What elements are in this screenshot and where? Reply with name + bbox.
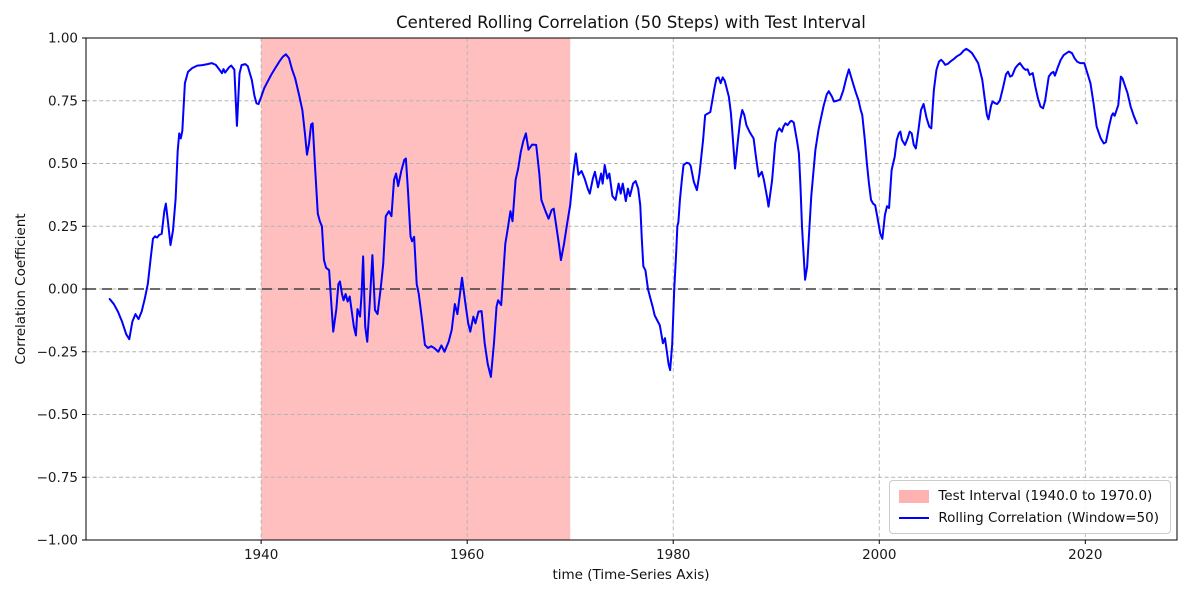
y-tick-label: 0.75 — [48, 93, 78, 109]
x-axis-label: time (Time-Series Axis) — [552, 567, 710, 583]
y-tick-label: 1.00 — [48, 31, 78, 47]
legend: Test Interval (1940.0 to 1970.0) Rolling… — [889, 480, 1171, 534]
legend-item-test-interval: Test Interval (1940.0 to 1970.0) — [899, 488, 1159, 504]
legend-item-rolling-correlation: Rolling Correlation (Window=50) — [899, 510, 1159, 526]
x-tick-label: 1960 — [450, 547, 484, 563]
legend-label-rolling-correlation: Rolling Correlation (Window=50) — [938, 510, 1159, 526]
x-tick-label: 1980 — [656, 547, 690, 563]
x-tick-label: 1940 — [244, 547, 278, 563]
test-interval-swatch — [899, 489, 930, 503]
x-tick-label: 2000 — [862, 547, 896, 563]
y-tick-label: 0.00 — [48, 282, 78, 298]
y-tick-label: 0.50 — [48, 156, 78, 172]
y-tick-label: −0.75 — [37, 470, 78, 486]
legend-label-test-interval: Test Interval (1940.0 to 1970.0) — [938, 488, 1153, 504]
y-axis-label: Correlation Coefficient — [13, 213, 29, 365]
chart-title: Centered Rolling Correlation (50 Steps) … — [396, 13, 866, 32]
rolling-correlation-swatch — [899, 516, 930, 520]
rolling-correlation-line — [108, 47, 1138, 378]
x-tick-label: 2020 — [1068, 547, 1102, 563]
y-tick-label: 0.25 — [48, 219, 78, 235]
y-tick-label: −0.25 — [37, 344, 78, 360]
y-tick-label: −1.00 — [37, 533, 78, 549]
y-tick-label: −0.50 — [37, 407, 78, 423]
